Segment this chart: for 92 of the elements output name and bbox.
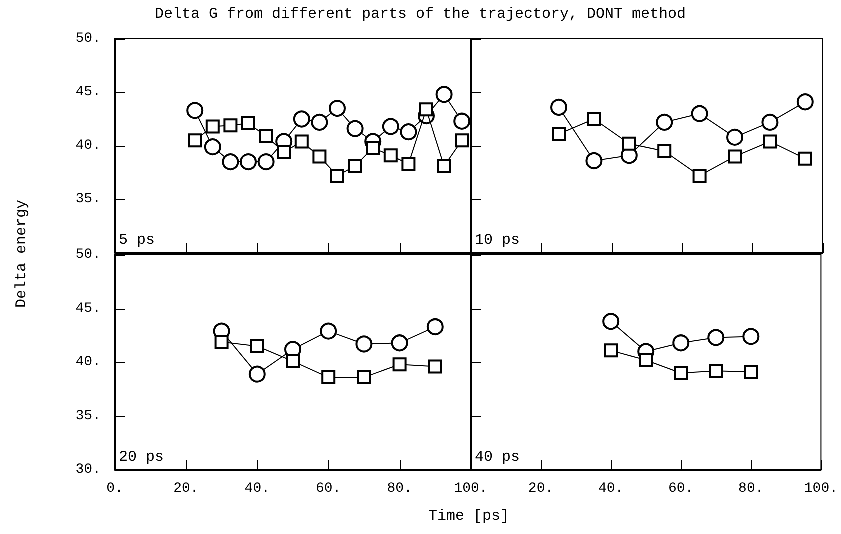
x-tick-label: 20. [528,481,554,497]
x-tick-label: 100. [804,481,838,497]
point [420,102,434,117]
point [674,366,688,380]
point [277,145,292,160]
point [454,112,471,130]
point [250,339,264,354]
x-tick-label: 0. [106,481,124,497]
point [400,124,418,141]
point [726,128,744,146]
y-tick-label: 35. [76,408,101,424]
point [656,114,674,131]
point [587,112,602,126]
point [742,328,760,346]
point [357,370,372,385]
point [455,134,470,148]
point [188,134,202,148]
point [311,114,328,131]
point [552,127,566,142]
point [391,334,408,352]
point [744,365,758,380]
point [259,129,274,144]
y-tick-label: 50. [76,31,101,47]
annotation: 40 ps [475,449,520,466]
x-tick-label: 80. [387,481,412,497]
point [346,120,364,138]
point [312,150,327,164]
point [798,152,812,166]
point [428,360,442,374]
point [658,144,672,158]
point [691,105,708,122]
y-tick-label: 40. [76,138,101,154]
point [692,168,707,183]
annotation: 20 ps [119,449,164,466]
point [708,329,725,346]
point [426,318,444,336]
x-tick-label: 60. [316,481,342,497]
point [186,102,204,120]
point [763,134,778,149]
x-tick-label: 40. [598,481,624,497]
point [294,134,309,149]
point [322,370,336,385]
point [728,150,742,164]
annotation: 10 ps [475,232,520,249]
point [348,159,362,174]
point [586,152,603,170]
point [402,157,416,172]
point [384,148,398,163]
point [382,118,400,136]
point [356,336,373,353]
point [248,366,266,383]
point [550,98,568,116]
point [762,114,779,131]
point [224,118,238,133]
point [436,86,453,104]
point [286,354,300,368]
point [240,154,257,171]
point [204,138,222,156]
point [320,322,338,340]
point [206,120,220,134]
annotation: 5 ps [119,232,156,249]
point [293,110,310,128]
point [622,136,636,151]
point [242,116,256,131]
y-tick-label: 35. [76,192,101,208]
y-tick-label: 50. [76,247,101,263]
point [329,100,346,118]
point [796,94,814,111]
x-tick-label: 60. [668,481,694,497]
x-tick-label: 20. [174,481,199,497]
y-tick-label: 40. [76,354,101,370]
point [639,353,654,368]
x-axis-title: Time [ps] [428,508,510,525]
point [222,154,240,171]
point [672,334,690,352]
x-tick-label: 40. [244,481,270,497]
y-tick-label: 45. [76,84,101,100]
point [214,335,229,350]
point [604,344,618,358]
point [330,168,344,183]
y-tick-label: 30. [76,462,101,478]
point [258,154,275,171]
point [392,358,407,372]
point [602,313,620,330]
chart-title: Delta G from different parts of the trajectory, DONT method [154,6,688,23]
x-tick-label: 100. [454,481,488,497]
y-axis-title: Delta energy [14,200,30,308]
point [437,159,452,174]
x-tick-label: 80. [738,481,764,497]
y-tick-label: 45. [76,300,101,317]
point [366,141,380,156]
point [709,364,724,378]
